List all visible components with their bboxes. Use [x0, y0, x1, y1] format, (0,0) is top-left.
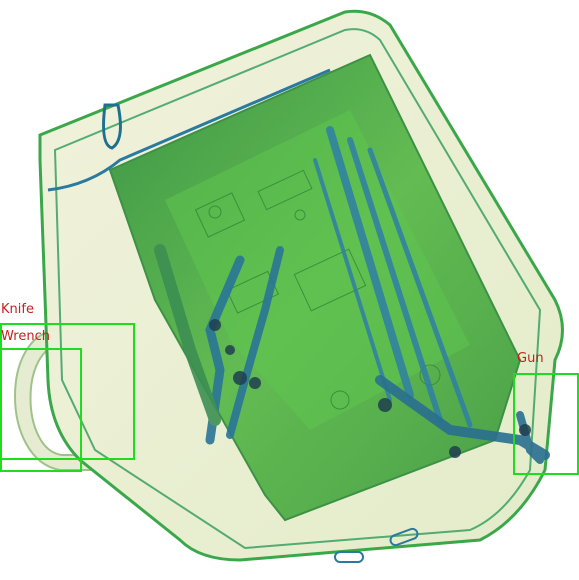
detection-box-wrench	[0, 348, 82, 472]
board-details	[194, 169, 441, 410]
bag-foot	[334, 551, 364, 563]
bag-foot	[389, 527, 419, 547]
detection-label-gun: Gun	[517, 351, 544, 366]
tools-left	[154, 244, 284, 445]
detection-box-gun	[513, 373, 579, 475]
zipper-line	[47, 68, 331, 192]
rods	[313, 126, 473, 428]
bag-handle	[14, 328, 91, 471]
zipper-pull	[102, 103, 122, 150]
detection-label-knife: Knife	[1, 302, 34, 317]
dark-joints	[209, 319, 531, 458]
detection-label-wrench: Wrench	[1, 329, 50, 344]
